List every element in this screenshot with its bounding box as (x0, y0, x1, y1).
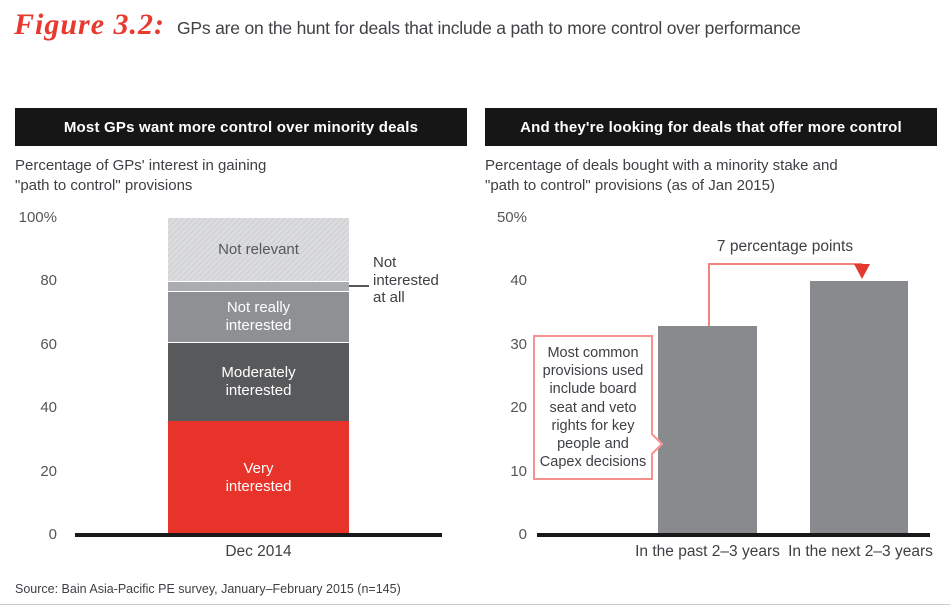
left-subtitle-line1: Percentage of GPs' interest in gaining (15, 157, 267, 174)
figure-title: GPs are on the hunt for deals that inclu… (177, 18, 801, 38)
y-tick-label: 20 (40, 462, 57, 480)
y-tick-label: 0 (48, 526, 57, 543)
segment-very-interested: Very interested (168, 420, 349, 535)
right-bar-chart: 50% 40 30 20 10 0 7 percentage points Most co… (485, 205, 937, 575)
right-category-label-next: In the next 2–3 years (788, 543, 933, 560)
y-tick-label: 80 (40, 272, 57, 290)
provisions-callout-box: Most common provisions used include boar… (533, 335, 664, 481)
left-stacked-bar-chart: 100% 80 60 40 20 0 Not relevant Not really in… (15, 205, 475, 575)
figure-number-label: Figure 3.2: (14, 8, 166, 41)
segment-not-relevant: Not relevant (168, 218, 349, 282)
segment-not-really-interested: Not really interested (168, 290, 349, 342)
y-tick-label: 40 (40, 399, 57, 417)
left-x-axis-line (75, 533, 442, 537)
provisions-callout-text: Most common provisions used include boar… (539, 345, 647, 471)
left-subtitle-line2: "path to control" provisions (15, 176, 193, 194)
segment-label-not-really-interested: Not really interested (225, 298, 292, 334)
left-chart-header: Most GPs want more control over minority… (15, 108, 467, 146)
segment-label-very-interested: Very interested (225, 459, 292, 495)
right-chart-header: And they're looking for deals that offer… (485, 108, 937, 146)
segment-label-moderately-interested: Moderately interested (221, 363, 296, 399)
not-interested-at-all-connector-line (349, 285, 369, 287)
segment-moderately-interested: Moderately interested (168, 341, 349, 421)
right-subtitle-line2: "path to control" provisions (as of Jan … (485, 176, 775, 194)
segment-not-interested-at-all (168, 281, 349, 291)
bar-in-the-next-2-3-years (810, 281, 908, 535)
y-tick-label: 0 (518, 526, 527, 543)
source-note: Source: Bain Asia-Pacific PE survey, Jan… (15, 582, 401, 596)
right-chart-subtitle: Percentage of deals bought with a minori… (485, 156, 937, 195)
y-tick-label: 30 (510, 335, 527, 353)
y-tick-label: 20 (510, 399, 527, 417)
figure-title-row: Figure 3.2: GPs are on the hunt for deal… (14, 8, 801, 42)
right-subtitle-line1: Percentage of deals bought with a minori… (485, 157, 838, 174)
segment-label-not-relevant: Not relevant (218, 240, 299, 258)
y-tick-label: 40 (510, 272, 527, 290)
bar-in-the-past-2-3-years (658, 325, 757, 535)
right-x-axis-line (537, 533, 930, 537)
not-interested-at-all-label: Not interested at all (373, 254, 439, 306)
y-tick-label: 60 (40, 335, 57, 353)
right-category-label-past: In the past 2–3 years (635, 543, 780, 560)
annotation-bracket-vertical-line (708, 263, 710, 326)
stacked-bar-dec-2014: Not relevant Not really interested Moder… (168, 218, 349, 535)
y-tick-label: 50% (496, 209, 527, 226)
y-tick-label: 100% (18, 209, 57, 226)
y-tick-label: 10 (510, 462, 527, 480)
difference-annotation-label: 7 percentage points (716, 238, 854, 255)
annotation-bracket-horizontal-line (708, 263, 862, 265)
annotation-arrow-down-icon (854, 264, 870, 279)
left-category-label: Dec 2014 (225, 543, 292, 560)
left-chart-subtitle: Percentage of GPs' interest in gaining "… (15, 156, 467, 195)
bottom-divider (0, 604, 950, 605)
